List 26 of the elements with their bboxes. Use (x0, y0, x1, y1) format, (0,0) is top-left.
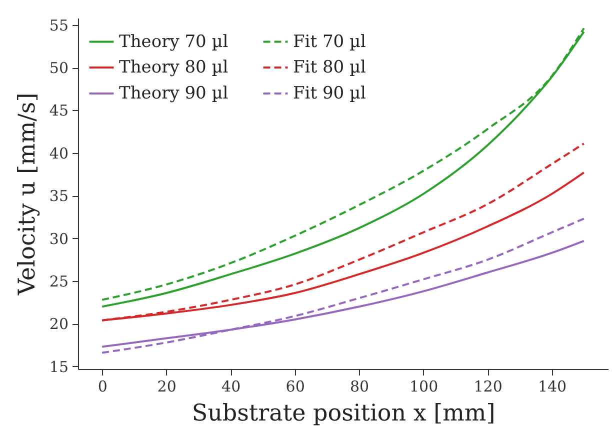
y-tick-label: 15 (49, 358, 68, 376)
y-tick-label: 35 (49, 187, 68, 206)
y-tick-label: 55 (49, 16, 68, 34)
legend-label: Theory 80 µl (119, 58, 228, 78)
x-tick-label: 0 (98, 378, 108, 396)
legend-label: Theory 90 µl (119, 84, 228, 104)
x-tick-label: 100 (409, 378, 438, 396)
x-tick-label: 80 (350, 378, 370, 396)
y-tick-label: 20 (49, 315, 68, 334)
y-tick-label: 40 (49, 144, 68, 162)
y-axis-title: Velocity u [mm/s] (14, 92, 40, 296)
legend-label: Fit 80 µl (293, 58, 366, 78)
legend-label: Fit 70 µl (293, 32, 366, 52)
x-tick-label: 140 (538, 378, 567, 396)
legend-label: Theory 70 µl (119, 32, 228, 52)
x-tick-label: 40 (222, 378, 241, 396)
y-tick-label: 50 (49, 59, 68, 78)
x-tick-label: 20 (157, 378, 176, 396)
y-tick-label: 25 (49, 272, 68, 291)
line-series (101, 218, 585, 354)
x-tick-label: 60 (286, 378, 305, 396)
y-tick-label: 45 (49, 102, 68, 120)
x-axis-title: Substrate position x [mm] (192, 400, 496, 426)
y-tick-label: 30 (49, 230, 68, 248)
x-tick-label: 120 (474, 378, 502, 396)
legend-label: Fit 90 µl (293, 84, 366, 104)
